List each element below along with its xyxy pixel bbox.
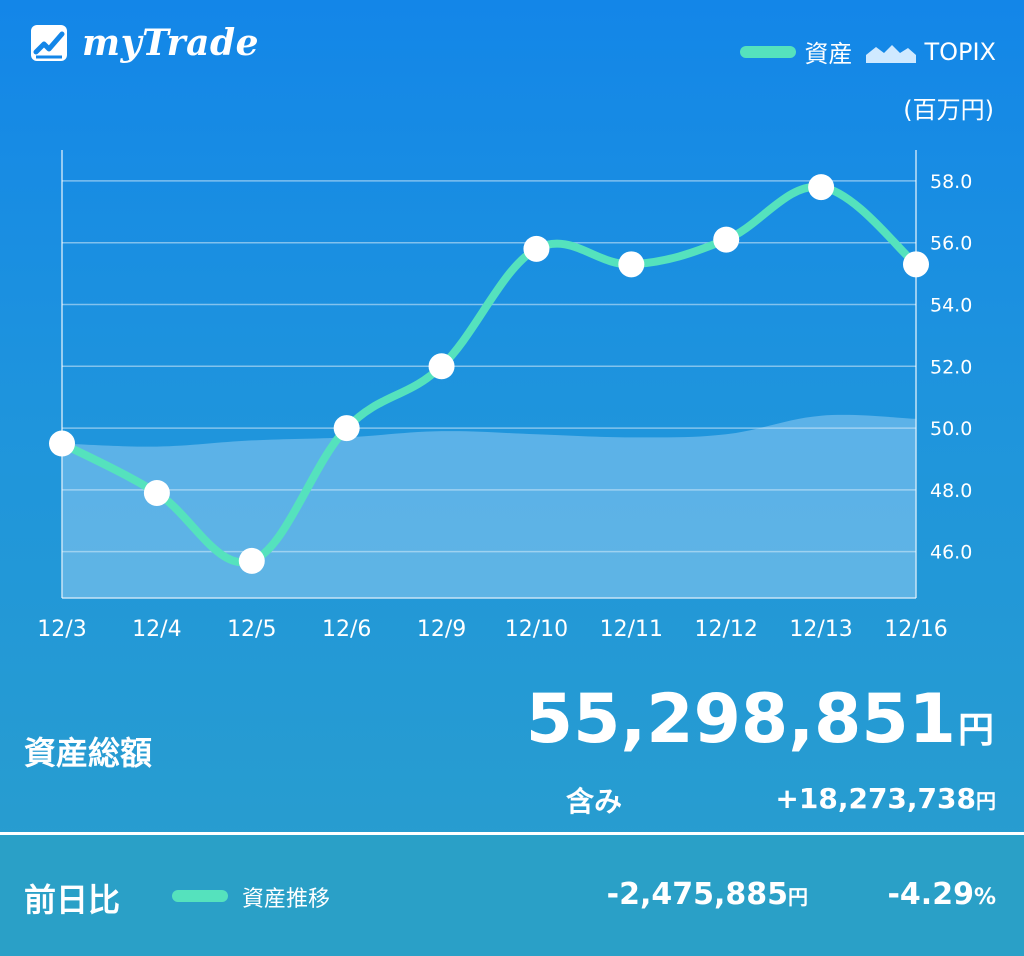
chart-unit-label: (百万円) — [903, 96, 994, 124]
x-tick-label: 12/10 — [505, 617, 568, 642]
total-assets-section: 資産総額 55,298,851円 含み +18,273,738円 — [0, 680, 1024, 830]
assets-data-point[interactable] — [238, 547, 265, 574]
daily-change-percent-unit: % — [973, 885, 996, 910]
x-tick-label: 12/6 — [322, 617, 371, 642]
assets-data-point[interactable] — [333, 415, 360, 442]
total-assets-unit: 円 — [957, 710, 994, 751]
x-tick-label: 12/11 — [600, 617, 663, 642]
unrealized-gain-value: +18,273,738円 — [775, 782, 996, 815]
total-assets-label: 資産総額 — [24, 734, 153, 772]
y-tick-label: 52.0 — [930, 356, 972, 378]
app-header: myTrade 資産 TOPIX — [0, 0, 1024, 90]
asset-chart: 46.0 48.0 50.0 52.0 54.0 56.0 58.0 12/3 12/4 12/… — [37, 150, 972, 642]
assets-data-point[interactable] — [523, 235, 550, 262]
asset-trend-label[interactable]: 資産推移 — [242, 887, 331, 912]
legend-label-topix: TOPIX — [924, 37, 996, 66]
y-tick-label: 50.0 — [930, 418, 972, 440]
y-tick-label: 48.0 — [930, 480, 972, 502]
assets-data-point[interactable] — [713, 226, 740, 253]
topix-area — [62, 414, 916, 598]
x-tick-label: 12/9 — [417, 617, 466, 642]
daily-change-value: -2,475,885円 — [607, 877, 808, 912]
daily-change-label: 前日比 — [24, 881, 121, 919]
assets-data-point[interactable] — [143, 479, 170, 506]
area-legend-icon — [866, 44, 917, 63]
assets-data-point[interactable] — [428, 353, 455, 380]
y-tick-label: 54.0 — [930, 294, 972, 316]
y-tick-label: 46.0 — [930, 542, 972, 564]
daily-change-percent: -4.29% — [887, 877, 996, 912]
line-legend-icon — [740, 45, 797, 58]
chart-logo-icon — [31, 25, 67, 61]
assets-line — [58, 182, 920, 567]
legend-item-assets[interactable]: 資産 — [740, 34, 852, 69]
unrealized-gain-label: 含み — [566, 785, 623, 818]
daily-change-percent-number: -4.29 — [887, 877, 974, 912]
assets-data-point[interactable] — [618, 251, 645, 278]
unrealized-gain-unit: 円 — [976, 789, 996, 813]
x-tick-label: 12/13 — [789, 617, 852, 642]
total-assets-number: 55,298,851 — [525, 680, 956, 759]
asset-trend-line-icon — [172, 890, 228, 902]
section-divider — [0, 832, 1024, 835]
x-tick-label: 12/16 — [884, 617, 947, 642]
app-logo[interactable]: myTrade — [30, 22, 259, 64]
legend-label-assets: 資産 — [804, 40, 853, 68]
legend-item-topix[interactable]: TOPIX — [866, 38, 996, 66]
daily-change-unit: 円 — [788, 885, 808, 909]
assets-data-point[interactable] — [808, 174, 835, 201]
chart-legend: 資産 TOPIX — [740, 34, 996, 69]
y-tick-label: 56.0 — [930, 233, 972, 255]
y-tick-label: 58.0 — [930, 171, 972, 193]
total-assets-value: 55,298,851円 — [526, 680, 994, 759]
daily-change-number: -2,475,885 — [606, 877, 788, 912]
x-tick-label: 12/5 — [227, 617, 276, 642]
x-tick-label: 12/3 — [37, 617, 86, 642]
x-tick-label: 12/12 — [695, 617, 758, 642]
app-name: myTrade — [82, 22, 260, 64]
assets-data-point[interactable] — [49, 430, 75, 457]
unrealized-gain-number: +18,273,738 — [775, 782, 976, 815]
x-tick-label: 12/4 — [132, 617, 181, 642]
assets-data-point[interactable] — [903, 251, 929, 278]
daily-change-section: 前日比 資産推移 -2,475,885円 -4.29% — [0, 835, 1024, 956]
